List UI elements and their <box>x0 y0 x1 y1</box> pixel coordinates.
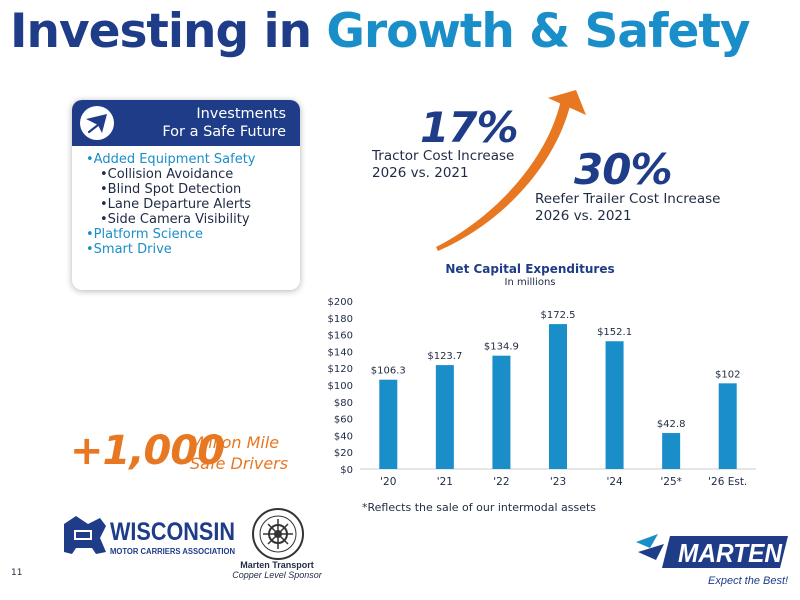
chart-subtitle: In millions <box>504 277 556 288</box>
page-title: Investing in Growth & Safety <box>10 4 751 59</box>
title-part-2: Growth & Safety <box>326 4 750 59</box>
safe-drivers-text: Million Mile Safe Drivers <box>190 432 288 474</box>
reefer-stat-desc: Reefer Trailer Cost Increase 2026 vs. 20… <box>535 191 720 225</box>
safe-drivers-line1: Million Mile <box>190 433 280 452</box>
bar <box>605 341 624 469</box>
y-tick-label: $60 <box>334 415 353 426</box>
data-label: $134.9 <box>484 342 519 353</box>
tractor-stat-desc: Tractor Cost Increase 2026 vs. 2021 <box>372 148 514 182</box>
investment-item: Blind Spot Detection <box>86 182 300 197</box>
reefer-stat-line2: 2026 vs. 2021 <box>535 208 632 224</box>
reefer-stat-value: 30% <box>574 145 673 194</box>
x-tick-label: '26 Est. <box>708 476 747 488</box>
safe-drivers-value: +1,000 <box>70 428 225 474</box>
bar <box>492 355 511 469</box>
data-label: $106.3 <box>371 366 406 377</box>
reefer-stat-line1: Reefer Trailer Cost Increase <box>535 191 721 207</box>
investments-heading-line1: Investments <box>196 106 286 122</box>
y-tick-label: $100 <box>328 381 353 392</box>
investment-item: Added Equipment Safety <box>86 152 300 167</box>
bar <box>435 365 454 469</box>
investment-item: Lane Departure Alerts <box>86 197 300 212</box>
investment-item: Collision Avoidance <box>86 167 300 182</box>
tat-seal-icon <box>252 508 304 560</box>
safe-drivers-line2: Safe Drivers <box>190 454 289 473</box>
x-tick-label: '23 <box>550 476 566 488</box>
title-part-1: Investing in <box>10 4 327 59</box>
page-number: 11 <box>11 568 23 578</box>
data-label: $152.1 <box>597 327 632 338</box>
wmca-logo: WISCONSIN MOTOR CARRIERS ASSOCIATION <box>64 516 235 556</box>
data-label: $172.5 <box>541 310 576 321</box>
x-tick-label: '22 <box>493 476 509 488</box>
data-label: $123.7 <box>427 351 462 362</box>
wmca-name: WISCONSIN <box>110 518 235 546</box>
plane-badge <box>80 106 114 140</box>
investments-heading-line2: For a Safe Future <box>162 124 286 140</box>
y-tick-label: $160 <box>328 331 353 342</box>
x-tick-label: '24 <box>606 476 623 488</box>
investments-list: Added Equipment Safety Collision Avoidan… <box>72 146 300 257</box>
x-tick-label: '21 <box>437 476 453 488</box>
tractor-stat-line1: Tractor Cost Increase <box>372 148 515 164</box>
tat-caption-line2: Copper Level Sponsor <box>232 570 322 580</box>
y-tick-label: $140 <box>328 347 353 358</box>
investments-header: Investments For a Safe Future <box>72 100 300 146</box>
marten-tagline: Expect the Best! <box>708 575 789 587</box>
tat-caption-line1: Marten Transport <box>240 560 314 570</box>
investment-item: Platform Science <box>86 227 300 242</box>
wmca-subtitle: MOTOR CARRIERS ASSOCIATION <box>110 547 235 556</box>
data-label: $102 <box>715 369 740 380</box>
x-tick-label: '25* <box>660 476 682 488</box>
y-tick-label: $20 <box>334 448 353 459</box>
marten-logo: MARTEN <box>636 534 788 568</box>
investment-item: Side Camera Visibility <box>86 212 300 227</box>
bar <box>549 324 567 469</box>
bar <box>662 433 681 469</box>
y-tick-label: $40 <box>334 431 353 442</box>
chart-title: Net Capital Expenditures <box>445 262 615 276</box>
y-tick-label: $120 <box>328 364 353 375</box>
investment-item: Smart Drive <box>86 242 300 257</box>
marten-wordmark: MARTEN <box>678 538 783 568</box>
y-tick-label: $80 <box>334 398 353 409</box>
bar <box>718 383 737 469</box>
y-tick-label: $200 <box>328 297 353 308</box>
capex-bar-chart: $0 $20 $40 $60 $80 $100 $120 $140 $160 $180 $200 $1… <box>328 297 756 488</box>
y-tick-label: $180 <box>328 314 353 325</box>
tractor-stat-value: 17% <box>420 103 519 152</box>
tractor-stat-line2: 2026 vs. 2021 <box>372 165 469 181</box>
x-tick-label: '20 <box>380 476 396 488</box>
investments-card: Investments For a Safe Future Added Equi… <box>72 100 300 290</box>
chart-footnote: *Reflects the sale of our intermodal ass… <box>362 501 597 514</box>
data-label: $42.8 <box>657 419 686 430</box>
y-tick-label: $0 <box>340 465 353 476</box>
bar <box>379 379 398 469</box>
plane-icon <box>86 114 107 134</box>
